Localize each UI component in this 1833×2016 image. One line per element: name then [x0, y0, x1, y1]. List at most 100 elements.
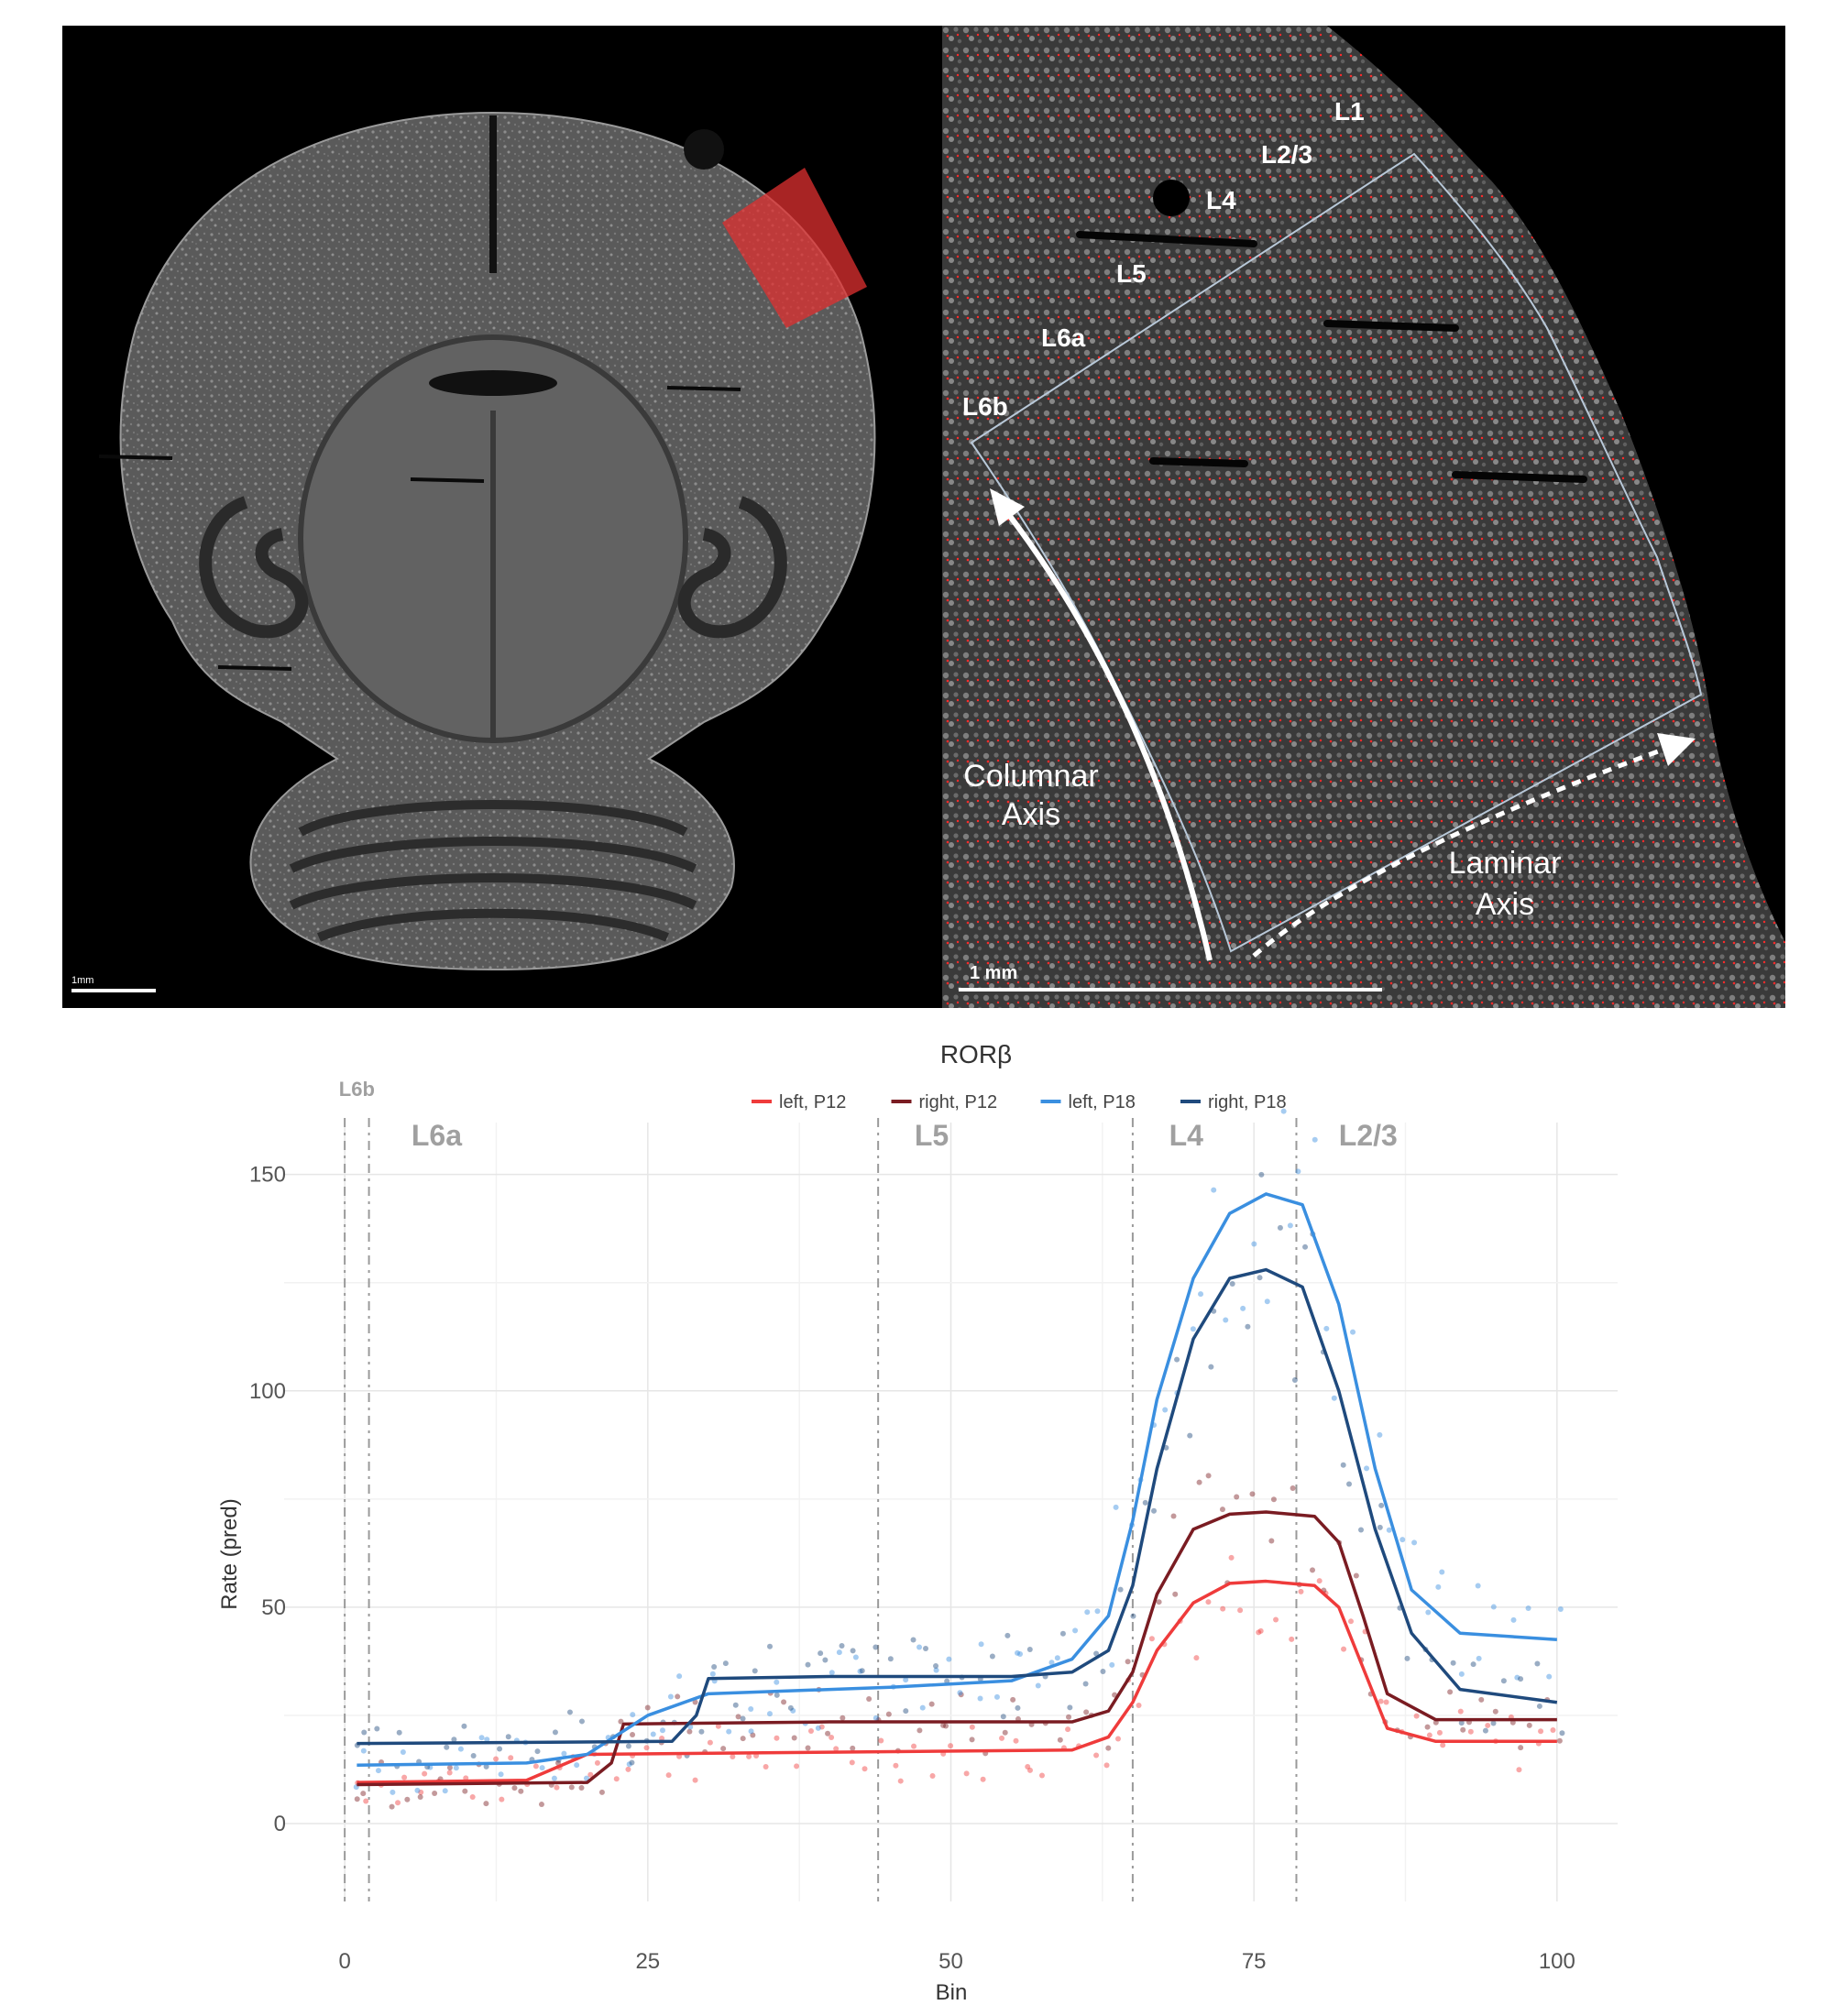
scatter-point [1556, 1737, 1563, 1744]
scatter-point [418, 1789, 424, 1795]
scatter-point [849, 1759, 855, 1766]
scatter-point [1100, 1669, 1106, 1675]
scatter-point [1476, 1655, 1482, 1661]
scatter-point [1490, 1720, 1497, 1726]
scatter-point [1094, 1608, 1101, 1615]
scatter-point [578, 1785, 585, 1791]
scatter-point [374, 1726, 380, 1732]
scatter-point [1312, 1136, 1318, 1143]
scatter-point [667, 1693, 674, 1700]
scatter-point [1341, 1646, 1347, 1652]
scatter-point [1066, 1714, 1072, 1720]
scatter-point [568, 1784, 575, 1791]
layer-boundary-label: L2/3 [1339, 1119, 1398, 1152]
scatter-point [722, 1660, 729, 1667]
scatter-point [361, 1729, 368, 1736]
scatter-point [493, 1756, 499, 1762]
whole-brain-section-image: 1mm [62, 26, 942, 1008]
scatter-point [999, 1735, 1005, 1741]
scatter-point [1340, 1462, 1346, 1468]
scatter-point [1093, 1650, 1100, 1657]
scatter-point [822, 1657, 829, 1663]
axes: 0 25 50 75 100 0 50 100 150 [249, 1163, 1575, 1974]
scatter-point [1038, 1772, 1045, 1779]
scatter-point [395, 1800, 401, 1806]
scatter-point [1256, 1629, 1262, 1636]
scatter-point [805, 1745, 811, 1751]
scatter-point [1467, 1728, 1474, 1735]
scatter-point [740, 1736, 746, 1742]
scatter-point [1492, 1708, 1498, 1715]
scatter-point [1015, 1704, 1021, 1711]
scatter-point [1015, 1649, 1021, 1656]
scatter-point [1323, 1325, 1330, 1331]
scatter-point [1117, 1586, 1124, 1593]
scatter-point [1067, 1704, 1073, 1711]
scatter-point [1439, 1569, 1445, 1575]
scatter-point [916, 1727, 923, 1734]
legend: left, P12 right, P12 left, P18 right, P18 [752, 1092, 1287, 1112]
scatter-point [1264, 1298, 1270, 1305]
scatter-point [958, 1692, 964, 1698]
scatter-point [989, 1653, 995, 1660]
scatter-point [1257, 1627, 1264, 1634]
scatter-point [1490, 1604, 1497, 1610]
layer-label-l23: L2/3 [1261, 140, 1312, 169]
scatter-point [442, 1788, 448, 1794]
scatter-point [767, 1643, 774, 1649]
layer-label-l6a: L6a [1041, 323, 1086, 352]
scatter-point [857, 1668, 863, 1674]
scatter-point [1237, 1607, 1244, 1614]
scatter-point [726, 1728, 732, 1735]
scatter-point [1059, 1630, 1066, 1637]
scatter-point [1010, 1696, 1016, 1703]
scatter-point [446, 1765, 453, 1771]
legend-label: right, P12 [919, 1092, 998, 1112]
scatter-point [1240, 1305, 1246, 1311]
scatter-point [946, 1656, 952, 1662]
scatter-point [1054, 1655, 1060, 1661]
scatter-point [897, 1778, 904, 1784]
scatter-point [1234, 1494, 1240, 1500]
scatter-point [626, 1761, 632, 1768]
scatter-point [1350, 1329, 1356, 1335]
scatter-point [446, 1769, 453, 1776]
scatter-point [1346, 1481, 1353, 1487]
scatter-point [1257, 1275, 1263, 1281]
scatter-point [740, 1715, 746, 1722]
scatter-point [1228, 1554, 1235, 1561]
scatter-point [1450, 1660, 1456, 1666]
scatter-point [850, 1745, 856, 1751]
scatter-point [903, 1708, 909, 1715]
scatter-point [629, 1759, 635, 1766]
scatter-point [1057, 1737, 1063, 1743]
scatter-point [1425, 1609, 1432, 1616]
series-line [357, 1267, 1558, 1746]
scatter-point [686, 1728, 693, 1735]
scatter-point [1211, 1187, 1217, 1193]
scatter-point [916, 1644, 923, 1650]
scatter-point [840, 1715, 846, 1721]
scatter-point [360, 1791, 367, 1797]
scatter-point [659, 1727, 665, 1734]
scatter-point [1172, 1591, 1179, 1597]
scatter-point [1208, 1364, 1214, 1370]
scatter-point [866, 1696, 873, 1703]
scatter-point [852, 1654, 859, 1660]
roi-region [722, 168, 867, 328]
scatter-point [644, 1704, 651, 1711]
columnar-axis-label-2: Axis [1002, 797, 1060, 832]
scatter-point [1386, 1527, 1392, 1533]
scatter-point [1289, 1636, 1295, 1642]
scatter-point [805, 1661, 811, 1668]
scatter-point [1114, 1736, 1121, 1742]
laminar-axis-arrow [1252, 742, 1676, 958]
scatter-point [1136, 1702, 1142, 1708]
scatter-point [1170, 1513, 1177, 1519]
scatter-point [1105, 1745, 1112, 1751]
scatter-point [478, 1735, 485, 1741]
scatter-point [404, 1796, 411, 1802]
scatter-point [818, 1650, 824, 1657]
scatter-point [1220, 1605, 1226, 1612]
scatter-point [1457, 1708, 1464, 1715]
